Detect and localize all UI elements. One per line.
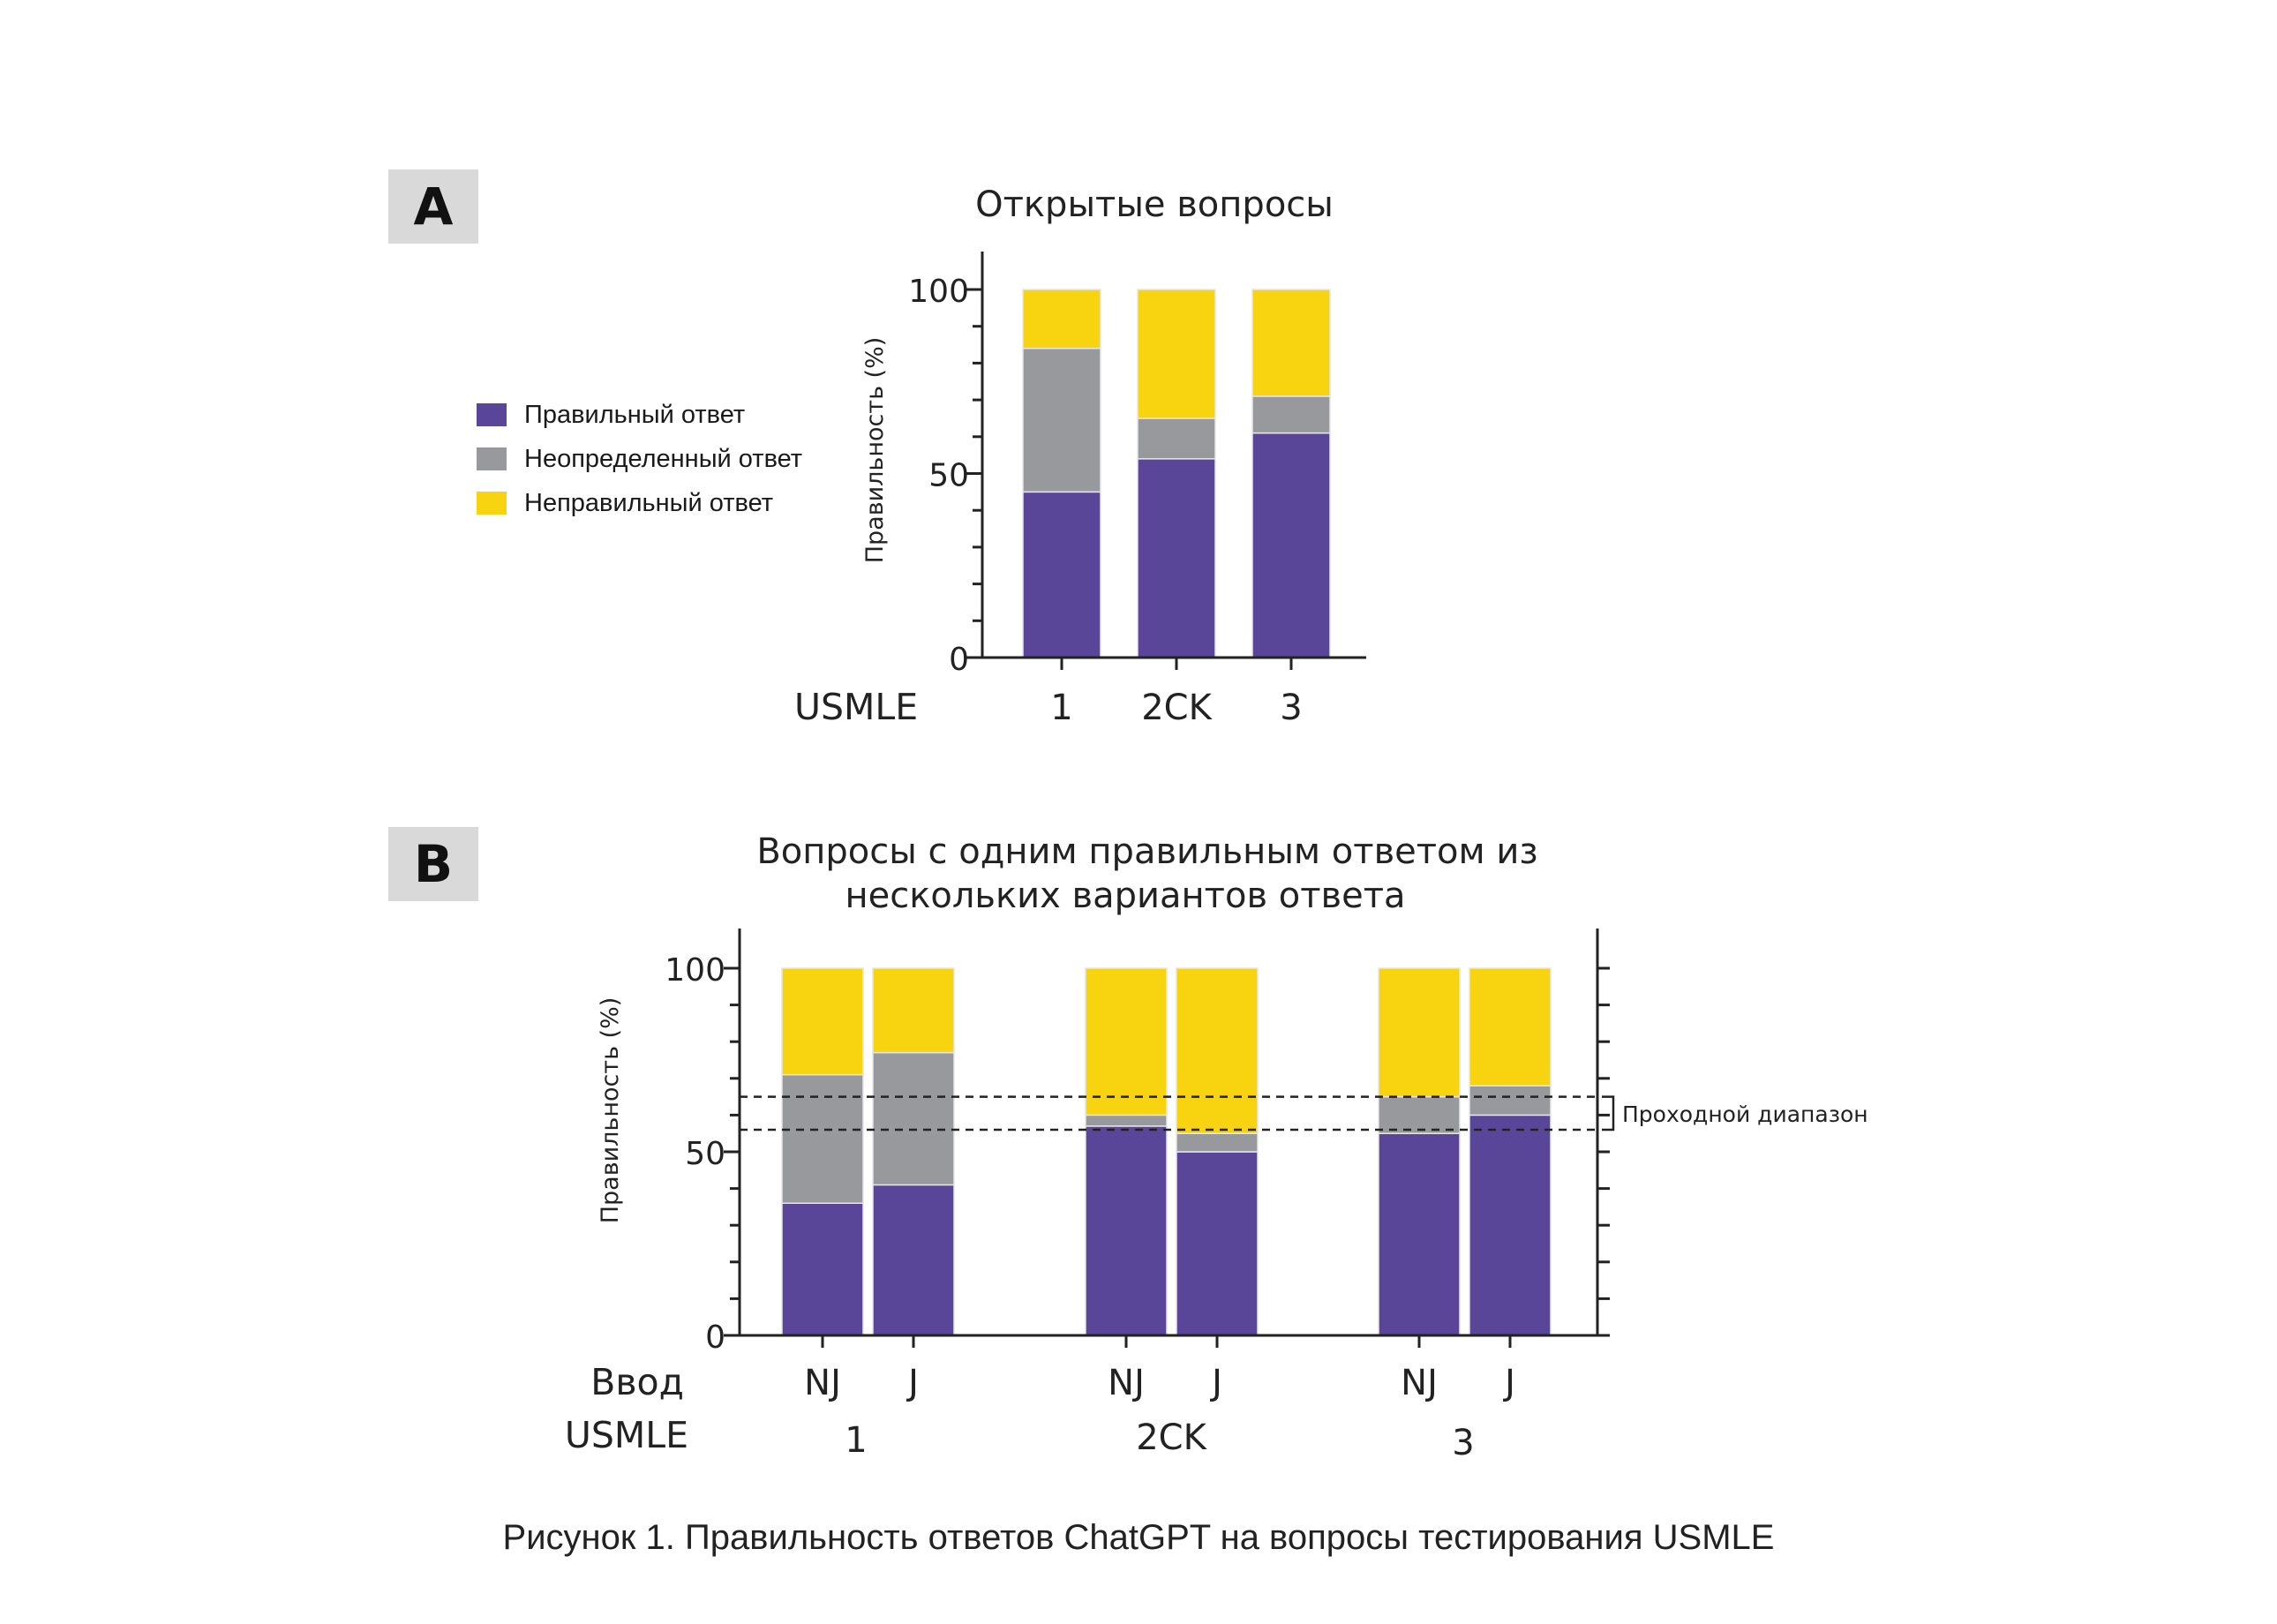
bar-b-6-J-incorrect	[1469, 968, 1551, 1086]
bar-b-2-J-incorrect	[873, 968, 954, 1053]
bar-b-3-NJ-correct	[1086, 1126, 1167, 1335]
y-tick-label-b-50: 50	[685, 1136, 725, 1172]
passing-range-label: Проходной диапазон	[1622, 1101, 1868, 1127]
x-tick-label-b-6: J	[1502, 1363, 1515, 1403]
group-label-b-3: 3	[1452, 1423, 1474, 1463]
x-tick-label-b-1: NJ	[804, 1363, 841, 1403]
figure-caption: Рисунок 1. Правильность ответов ChatGPT …	[0, 1518, 2277, 1558]
bar-b-5-NJ-incorrect	[1379, 968, 1460, 1097]
bar-b-5-NJ-correct	[1379, 1133, 1460, 1335]
bar-b-2-J-correct	[873, 1184, 954, 1335]
bar-b-2-J-indeterminate	[873, 1053, 954, 1185]
x-tick-label-b-4: J	[1209, 1363, 1222, 1403]
bar-b-1-NJ-correct	[782, 1203, 863, 1335]
chart-b-row-label-usmle: USMLE	[565, 1414, 688, 1456]
bar-b-5-NJ-indeterminate	[1379, 1097, 1460, 1134]
x-tick-label-b-5: NJ	[1401, 1363, 1438, 1403]
group-label-b-2CK: 2CK	[1136, 1417, 1207, 1458]
bar-b-6-J-correct	[1469, 1115, 1551, 1335]
x-tick-label-b-3: NJ	[1108, 1363, 1145, 1403]
bar-b-3-NJ-indeterminate	[1086, 1115, 1167, 1125]
x-tick-label-b-2: J	[906, 1363, 919, 1403]
y-tick-label-b-0: 0	[705, 1320, 725, 1356]
bar-b-3-NJ-incorrect	[1086, 968, 1167, 1115]
bar-b-6-J-indeterminate	[1469, 1086, 1551, 1115]
chart-single-answer-questions: Вопросы с одним правильным ответом из не…	[0, 0, 2277, 1500]
y-tick-label-b-100: 100	[665, 952, 725, 989]
chart-b-title-line-1: Вопросы с одним правильным ответом из	[756, 831, 1537, 872]
chart-b-ylabel: Правильность (%)	[597, 997, 624, 1224]
chart-b-title-line-2: нескольких вариантов ответа	[845, 876, 1405, 916]
bar-b-4-J-incorrect	[1176, 968, 1258, 1133]
bar-b-4-J-indeterminate	[1176, 1133, 1258, 1152]
passing-range-bracket	[1602, 1097, 1613, 1130]
bar-b-1-NJ-incorrect	[782, 968, 863, 1075]
chart-b-row-label-input: Ввод	[590, 1361, 684, 1403]
bar-b-4-J-correct	[1176, 1152, 1258, 1335]
bar-b-1-NJ-indeterminate	[782, 1075, 863, 1204]
group-label-b-1: 1	[845, 1420, 867, 1461]
